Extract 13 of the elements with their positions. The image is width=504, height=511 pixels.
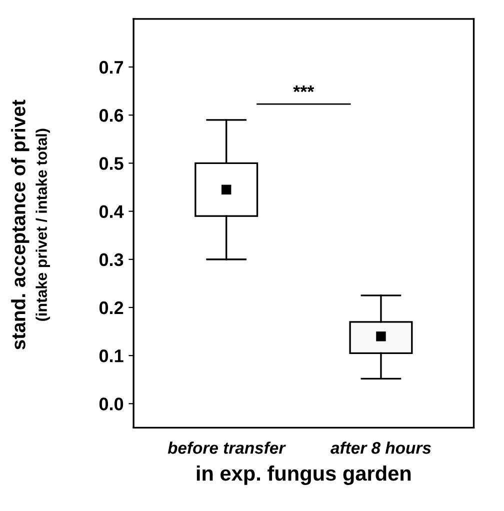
y-tick-label: 0.4 [99,205,124,218]
annotation: *** [293,85,314,92]
x-tick-label: after 8 hours [330,442,431,454]
y-tick-label: 0.2 [99,301,124,314]
y-tick-label: 0.0 [99,398,124,410]
y-tick-label: 0.7 [99,60,124,74]
y-tick-label: 0.1 [99,350,124,362]
y-tick-label: 0.5 [99,157,124,170]
x-axis-title: in exp. fungus garden [196,465,411,485]
y-axis-title: stand. acceptance of privet (intake privet / intake total) [11,100,50,350]
y-tick-label: 0.3 [99,253,124,266]
y-tick-label: 0.6 [99,109,124,122]
x-tick-label: before transfer [168,442,286,454]
